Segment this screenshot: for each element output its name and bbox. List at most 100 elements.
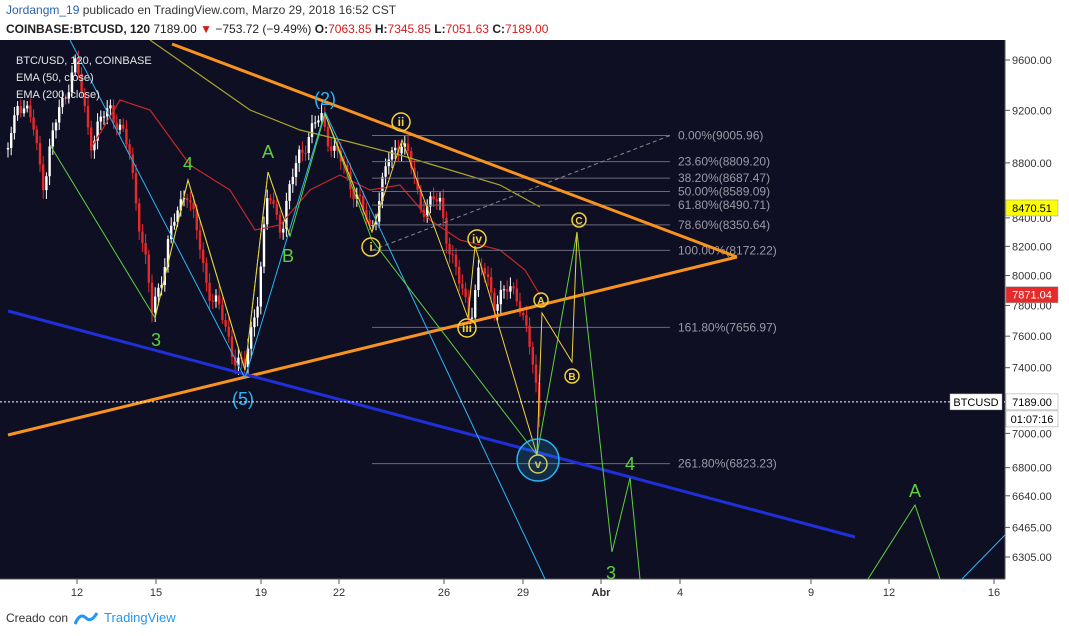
candle-body [416, 178, 419, 190]
candle-body [477, 267, 480, 291]
candle-body [272, 200, 275, 205]
y-axis-ticks: 9600.009200.008800.008400.008200.008000.… [1005, 55, 1052, 564]
wave-label-green: B [282, 246, 294, 266]
candle-body [371, 224, 374, 226]
candle-body [115, 122, 118, 130]
publisher-username[interactable]: Jordangm_19 [6, 3, 80, 17]
footer: Creado con TradingView [6, 610, 176, 625]
candle-body [531, 346, 534, 365]
open-value: 7063.85 [328, 22, 372, 36]
candle-body [352, 189, 355, 199]
candle-body [93, 140, 96, 151]
high-value: 7345.85 [387, 22, 431, 36]
candle-body [198, 230, 202, 250]
candle-body [518, 301, 522, 313]
candle-body [214, 295, 218, 302]
candle-body [365, 209, 368, 220]
ema200-line [149, 39, 541, 208]
candle-body [432, 196, 435, 200]
wave-label-yellow: ii [398, 115, 405, 129]
candle-body [221, 304, 224, 321]
candle-body [403, 143, 406, 147]
time-axis-panel[interactable] [0, 579, 1069, 601]
candle-body [429, 196, 432, 207]
candle-body [496, 304, 499, 311]
fib-level-label: 38.20%(8687.47) [678, 171, 770, 185]
candle-body [461, 283, 464, 289]
candle-body [51, 130, 54, 147]
candle-body [64, 97, 67, 99]
candle-body [179, 199, 182, 211]
candle-body [29, 105, 32, 118]
candle-body [259, 266, 262, 307]
candle-body [400, 146, 403, 154]
y-tick-label: 8200.00 [1012, 241, 1052, 253]
candle-body [451, 254, 454, 256]
candle-body [35, 129, 38, 144]
candle-body [70, 72, 74, 93]
candle-body [250, 327, 253, 349]
tradingview-brand[interactable]: TradingView [104, 610, 176, 625]
x-tick-label: 12 [883, 587, 895, 599]
candle-body [294, 163, 298, 177]
wave-label-cyan: (5) [232, 389, 254, 409]
candle-body [330, 146, 333, 151]
candle-body [390, 150, 394, 160]
candle-body [208, 282, 211, 301]
open-label: O: [314, 22, 329, 36]
candle-body [224, 320, 227, 327]
candle-body [534, 364, 538, 383]
y-tick-label: 7000.00 [1012, 428, 1052, 440]
candle-body [102, 116, 106, 118]
candle-body [269, 198, 272, 201]
candle-body [304, 152, 307, 154]
candle-body [515, 288, 518, 302]
candle-body [464, 288, 467, 298]
tradingview-logo-icon[interactable] [74, 611, 99, 625]
x-axis-ticks: 12 15 19 22 26 29 Abr 4 9 12 16 [71, 579, 1000, 599]
candle-body [237, 357, 240, 366]
x-tick-label: 12 [71, 587, 83, 599]
candle-body [406, 143, 410, 152]
price-chart[interactable]: 0.00%(9005.96) 23.60%(8809.20) 38.20%(8687… [0, 39, 1069, 601]
candle-body [419, 189, 422, 210]
candle-body [333, 145, 336, 151]
legend-title: BTC/USD, 120, COINBASE [16, 55, 152, 67]
wave-label-green: A [909, 481, 921, 501]
candle-body [438, 197, 442, 202]
fib-level-label: 261.80%(6823.23) [678, 457, 777, 471]
y-tick-label: 9600.00 [1012, 55, 1052, 67]
fib-level-label: 23.60%(8809.20) [678, 155, 770, 169]
candle-body [109, 105, 112, 109]
candle-body [387, 159, 390, 167]
candle-body [362, 196, 365, 210]
candle-body [26, 105, 29, 109]
x-tick-label: 4 [677, 587, 683, 599]
yellow-subwave-line [154, 171, 291, 371]
high-label: H: [374, 22, 388, 36]
symbol-name: COINBASE:BTCUSD, 120 [6, 22, 151, 36]
candle-body [16, 106, 19, 116]
candle-body [323, 113, 326, 127]
candle-body [90, 127, 93, 151]
price-axis-panel[interactable] [1005, 40, 1069, 579]
candle-body [317, 120, 320, 123]
fib-level-label: 78.60%(8350.64) [678, 218, 770, 232]
candle-body [291, 176, 294, 185]
candle-body [134, 172, 138, 204]
wave-v-highlight [516, 438, 560, 482]
candle-body [74, 58, 77, 73]
candle-body [118, 124, 122, 130]
candle-body [266, 198, 269, 225]
legend-ema50: EMA (50, close) [16, 72, 94, 84]
x-tick-label: 16 [988, 587, 1000, 599]
low-value: 7051.63 [445, 22, 489, 36]
fib-level-label: 50.00%(8589.09) [678, 185, 770, 199]
chart-area[interactable]: 0.00%(9005.96) 23.60%(8809.20) 38.20%(8687… [0, 39, 1069, 601]
candle-body [474, 290, 477, 318]
candle-body [54, 122, 58, 131]
candle-body [176, 210, 179, 222]
price-tag-box [1005, 286, 1059, 303]
wave-label-green: 4 [183, 154, 193, 174]
wave-label-cyan: (2) [314, 89, 336, 109]
